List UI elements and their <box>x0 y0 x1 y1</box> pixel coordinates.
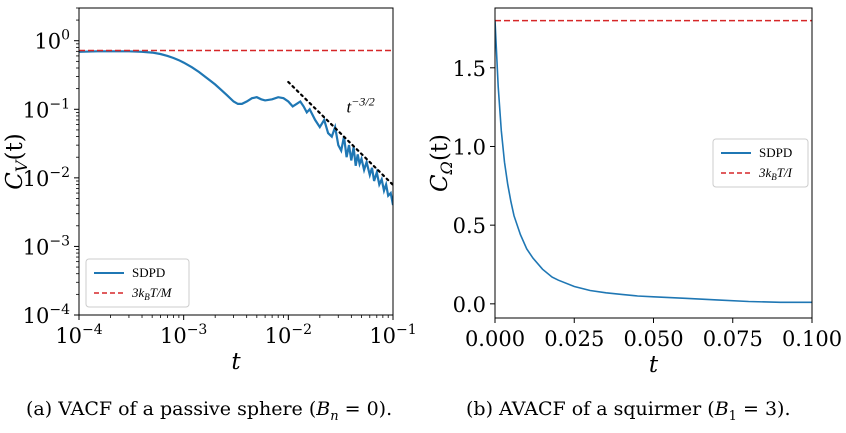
x-tick-label: 10−3 <box>160 322 207 348</box>
caption-a-var: B <box>316 398 331 420</box>
y-tick-label: 10−4 <box>23 302 70 328</box>
x-tick-label-exp: −3 <box>187 322 208 338</box>
x-tick-label-exp: −1 <box>396 322 417 338</box>
legend-label-1: 3kBT/M <box>131 285 173 302</box>
y-tick-label: 10−3 <box>23 233 70 259</box>
caption-a-after: = 0). <box>338 398 393 420</box>
y-tick-label: 0.0 <box>453 293 486 317</box>
caption-b: (b) AVACF of a squirmer (B1 = 3). <box>466 398 791 424</box>
series-line-sdpd <box>79 50 393 206</box>
x-axis-label: t <box>649 352 659 378</box>
x-tick-label-exp: −4 <box>82 322 103 338</box>
power-law-guide-line <box>287 80 393 186</box>
x-tick-label: 0.000 <box>465 327 525 351</box>
y-axis-label-symbol: C <box>427 174 453 192</box>
y-axis-label-sub: Ω <box>437 161 456 175</box>
x-tick-label-base: 10 <box>369 324 396 348</box>
y-axis-label-arg: (t) <box>427 134 453 161</box>
y-tick-label-base: 10 <box>23 98 50 122</box>
y-tick-label: 0.5 <box>453 214 486 238</box>
legend: SDPD 3kBT/M <box>85 258 190 308</box>
x-tick-label-base: 10 <box>265 324 292 348</box>
power-law-label: t−3/2 <box>347 94 375 116</box>
x-tick-label: 10−2 <box>265 322 312 348</box>
legend-label-lead: 3k <box>758 165 772 180</box>
plot-area <box>495 19 812 304</box>
legend-box <box>712 138 809 188</box>
caption-b-sub: 1 <box>728 408 737 424</box>
x-tick-label: 10−1 <box>369 322 416 348</box>
y-axis-label-arg: (t) <box>2 133 28 160</box>
x-tick-label: 0.025 <box>544 327 604 351</box>
panel-a-vacf-chart: t−3/210−4 10−3 10−2 10−110−410−310−210−1100… <box>2 7 417 375</box>
legend-label-0: SDPD <box>132 265 165 280</box>
y-axis-label: CV(t) <box>2 133 31 189</box>
caption-a: (a) VACF of a passive sphere (Bn = 0). <box>26 398 392 424</box>
plot-area <box>79 49 393 206</box>
y-tick-label-exp: −4 <box>49 302 70 318</box>
y-tick-label: 10−2 <box>23 165 70 191</box>
legend-box <box>85 258 190 308</box>
y-tick-label-exp: −2 <box>49 165 70 181</box>
y-axis-label: CΩ(t) <box>427 134 456 192</box>
caption-b-before: (b) AVACF of a squirmer ( <box>466 398 715 420</box>
legend-label-0: SDPD <box>759 145 792 160</box>
y-axis-label-symbol: C <box>2 172 28 190</box>
x-axis-label: t <box>231 349 241 375</box>
y-tick-label-base: 10 <box>23 167 50 191</box>
power-law-label-exp: −3/2 <box>351 94 374 108</box>
figure: t−3/210−4 10−3 10−2 10−110−410−310−210−1100… <box>2 7 842 378</box>
legend-label-tail: T/M <box>150 285 173 300</box>
y-tick-label-exp: −3 <box>49 233 70 249</box>
legend-label-lead: 3k <box>131 285 145 300</box>
series-line-sdpd <box>495 20 812 304</box>
y-tick-label: 100 <box>34 28 70 54</box>
legend-label-sub: B <box>144 292 150 302</box>
caption-a-before: (a) VACF of a passive sphere ( <box>26 398 317 420</box>
x-tick-label-base: 10 <box>55 324 82 348</box>
x-tick-label: 0.075 <box>703 327 763 351</box>
y-tick-label-exp: 0 <box>61 28 70 44</box>
y-tick-label-base: 10 <box>34 30 61 54</box>
caption-b-after: = 3). <box>736 398 791 420</box>
y-tick-label-exp: −1 <box>49 96 70 112</box>
caption-b-var: B <box>714 398 729 420</box>
x-tick-label: 0.100 <box>782 327 842 351</box>
x-tick-label-base: 10 <box>160 324 187 348</box>
y-tick-label: 1.5 <box>453 57 486 81</box>
legend-label-tail: T/I <box>777 165 793 180</box>
power-law-label-base: t <box>347 97 353 116</box>
y-tick-label: 10−1 <box>23 96 70 122</box>
x-tick-label: 10−4 <box>55 322 102 348</box>
x-tick-label: 0.050 <box>623 327 683 351</box>
y-axis-label-sub: V <box>12 159 31 172</box>
y-tick-label: 1.0 <box>453 135 486 159</box>
legend-label-1: 3kBT/I <box>758 165 793 182</box>
x-tick-label-exp: −2 <box>291 322 312 338</box>
axes-frame <box>78 7 394 316</box>
legend: SDPD 3kBT/I <box>712 138 809 188</box>
y-tick-label-base: 10 <box>23 304 50 328</box>
legend-label-sub: B <box>771 172 777 182</box>
panel-b-avacf-chart: 0.000 0.025 0.050 0.075 0.100 0.0 0.5 1.0 1.5 t CΩ… <box>427 7 842 378</box>
y-tick-label-base: 10 <box>23 235 50 259</box>
caption-a-sub: n <box>330 408 339 424</box>
